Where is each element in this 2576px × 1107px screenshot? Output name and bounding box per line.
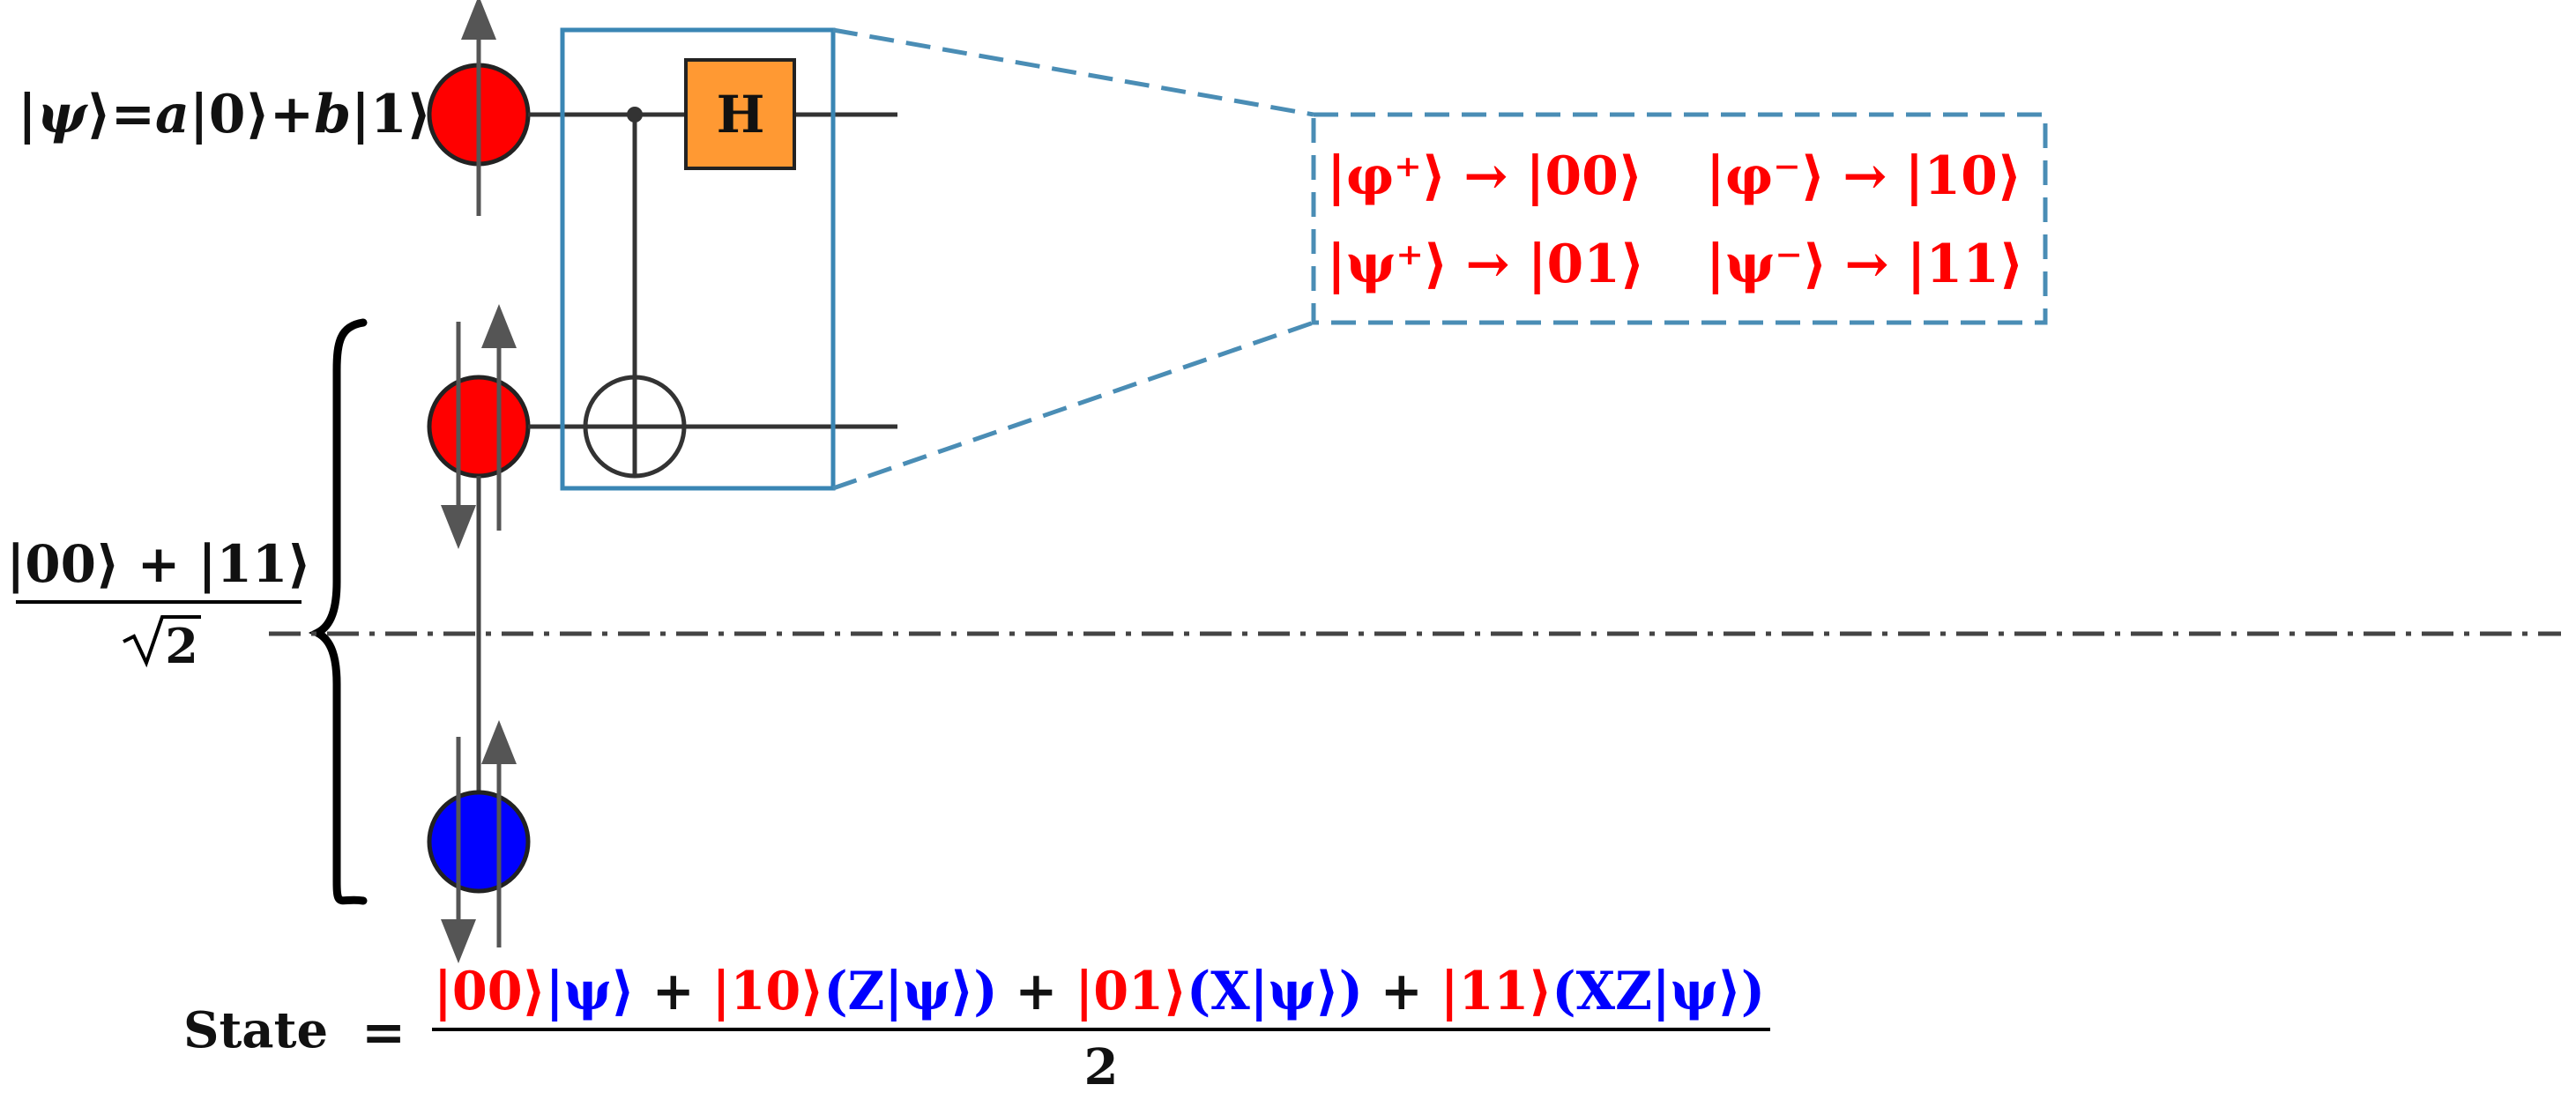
qubit-alice-sphere — [427, 375, 531, 479]
qubit-bob-sphere — [427, 790, 531, 894]
bell-map-entry: |φ⁻⟩ → |10⟩ — [1706, 145, 2021, 207]
hadamard-box — [684, 58, 796, 170]
hadamard-label: H — [717, 85, 765, 145]
bell-map-callout — [1311, 112, 2048, 325]
state-denominator: 2 — [1084, 1038, 1119, 1096]
bell-map-entry: |ψ⁺⟩ → |01⟩ — [1327, 234, 1644, 295]
state-equation: State = |00⟩|ψ⟩ + |10⟩(Z|ψ⟩) + |01⟩(X|ψ⟩… — [183, 961, 1770, 1096]
zoom-line-top — [832, 27, 1314, 117]
zoom-line-bottom — [832, 320, 1314, 491]
bell-map-entry: |φ⁺⟩ → |00⟩ — [1327, 145, 1642, 207]
state-numerator: |00⟩|ψ⟩ + |10⟩(Z|ψ⟩) + |01⟩(X|ψ⟩) + |11⟩… — [434, 961, 1765, 1022]
bell-map: |φ⁺⟩ → |00⟩ |φ⁻⟩ → |10⟩ |ψ⁺⟩ → |01⟩ |ψ⁻⟩ → |11⟩ — [1327, 145, 2023, 295]
qubit-psi — [427, 0, 531, 216]
qubit-bob — [427, 720, 531, 963]
sqrt-sign — [123, 615, 201, 668]
bell-denominator: 2 — [165, 618, 198, 674]
bell-numerator: |00⟩ + |11⟩ — [6, 534, 311, 594]
cnot-target — [583, 375, 687, 479]
state-equals: = — [361, 1002, 406, 1064]
cnot-gate — [583, 107, 687, 479]
input-state-label: |ψ⟩=a|0⟩+b|1⟩ — [18, 84, 431, 145]
cnot-control-dot — [627, 107, 643, 123]
hadamard-gate: H — [684, 58, 796, 170]
bell-measurement-box — [560, 27, 836, 491]
entangled-pair-brace — [308, 318, 368, 905]
state-label: State — [183, 1001, 328, 1059]
bell-map-entry: |ψ⁻⟩ → |11⟩ — [1706, 234, 2023, 295]
bell-pair-label: |00⟩ + |11⟩ 2 — [6, 534, 311, 674]
